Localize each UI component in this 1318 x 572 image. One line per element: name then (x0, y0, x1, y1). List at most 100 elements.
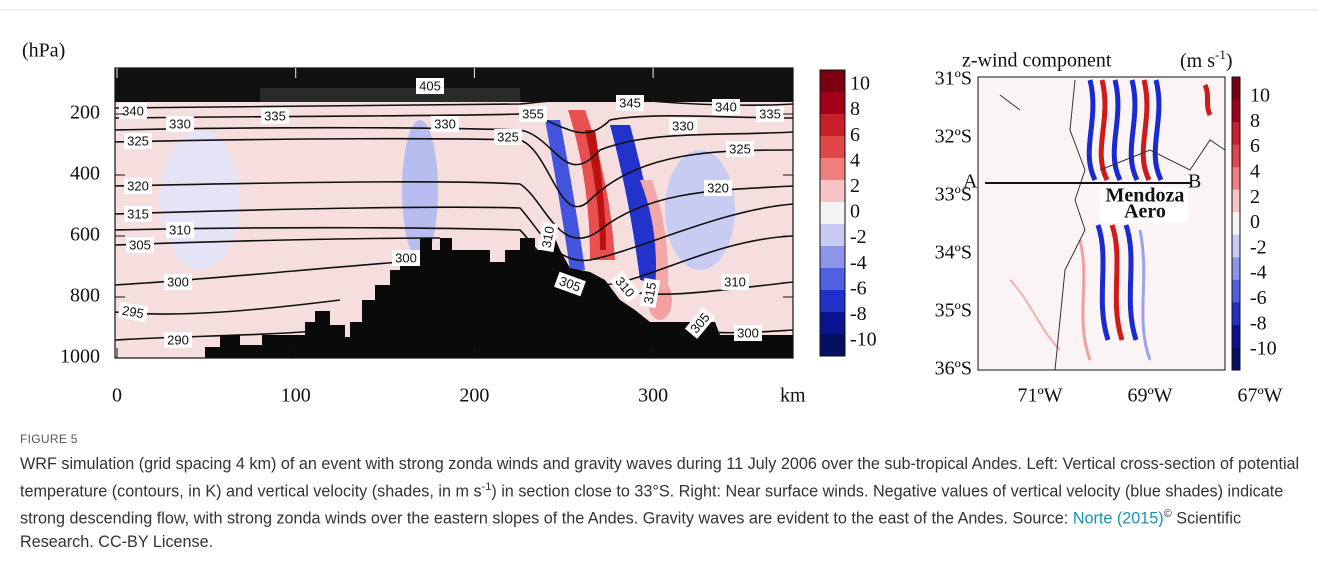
colorbar-segment (1232, 77, 1240, 101)
wind-stripes (1009, 79, 1213, 361)
contour-label-bg (616, 95, 644, 111)
contour-label: 345 (616, 95, 644, 111)
caption-label: FIGURE 5 (20, 432, 78, 446)
contour-label-bg (261, 108, 289, 124)
contours (114, 97, 794, 341)
contour-label: 315 (639, 277, 661, 309)
colorbar-segment (820, 334, 845, 357)
units-superscript: -1 (1215, 47, 1226, 62)
colorbar-segment (820, 70, 845, 93)
contour-label-bg (126, 237, 154, 253)
lat-tick-label: 36ºS (935, 358, 972, 380)
colorbar-tick-label: 4 (1250, 160, 1260, 182)
contour-label: 405 (416, 78, 444, 94)
colorbar-segment (820, 312, 845, 335)
caption-text: WRF simulation (grid spacing 4 km) of an… (20, 453, 1310, 554)
contour-label-bg (639, 277, 661, 309)
colorbar-tick-label: 6 (850, 124, 860, 146)
contour-label-text: 330 (169, 116, 191, 131)
contour-label: 310 (721, 274, 749, 290)
contour-label-bg (119, 103, 147, 119)
colorbar: 10 8 6 4 2 0 -2 -4 -6 -8 -10 (1231, 76, 1277, 371)
caption-superscript: -1 (481, 481, 492, 493)
colorbar-segment (820, 114, 845, 137)
colorbar-segment (1232, 167, 1240, 191)
copyright: © (1163, 508, 1172, 521)
colorbar-tick-label: -8 (850, 303, 867, 325)
colorbar-segment (820, 92, 845, 115)
contour-label: 320 (124, 178, 152, 194)
colorbar-tick-label: -10 (850, 329, 877, 351)
x-tick-label: 100 (281, 385, 311, 407)
x-tick-label: 0 (112, 385, 122, 407)
shade (585, 130, 606, 250)
contour-label: 310 (537, 221, 559, 253)
contour-label-bg (669, 118, 697, 134)
contour-label-bg (117, 301, 149, 323)
colorbar-tick-label: -8 (1250, 312, 1267, 334)
contour-label-text: 310 (539, 225, 558, 249)
contour-label: 290 (164, 332, 192, 348)
map: A B Mendoza Aero z-wind component (m s-1… (962, 47, 1233, 371)
contour-label-text: 340 (715, 99, 737, 114)
contour-label: 325 (726, 141, 754, 157)
contour-label-text: 325 (729, 141, 751, 156)
border (999, 94, 1226, 171)
colorbar-tick-label: -2 (1250, 236, 1267, 258)
contour-label-bg (166, 116, 194, 132)
contour-label: 300 (164, 274, 192, 290)
colorbar-tick-label: 8 (1250, 110, 1260, 132)
lat-tick-label: 31ºS (935, 68, 972, 90)
station-box (1100, 187, 1188, 223)
contour-label: 300 (734, 325, 762, 341)
contour-label-bg (124, 178, 152, 194)
colorbar-segment (820, 180, 845, 203)
colorbar-segment (820, 136, 845, 159)
colorbar-segment (820, 290, 845, 313)
contour-label: 330 (166, 116, 194, 132)
contour-label-bg (431, 116, 459, 132)
lat-tick-label: 35ºS (935, 300, 972, 322)
contour-label: 320 (704, 180, 732, 196)
colorbar-segment (1232, 99, 1240, 123)
contour-label-text: 305 (557, 273, 583, 295)
contour-label-text: 310 (724, 274, 746, 289)
y-tick-label: 600 (70, 224, 100, 246)
map-frame (977, 76, 1226, 371)
contour-label-text: 335 (264, 108, 286, 123)
x-tick-label: 300 (638, 385, 668, 407)
contour-label: 335 (756, 106, 784, 122)
contour-label-bg (721, 274, 749, 290)
contour-label-bg (684, 307, 716, 339)
contour-label-text: 345 (619, 95, 641, 110)
shade (640, 180, 669, 290)
y-tick-label: 800 (70, 285, 100, 307)
lon-tick-label: 67ºW (1237, 385, 1282, 407)
shade (665, 150, 735, 270)
colorbar-segment (1232, 324, 1240, 348)
contour-label: 340 (712, 99, 740, 115)
colorbar-tick-label: -6 (1250, 287, 1267, 309)
contour-label: 335 (261, 108, 289, 124)
contour-label-text: 310 (169, 222, 191, 237)
lat-tick-label: 33ºS (935, 184, 972, 206)
source-link[interactable]: Norte (2015) (1072, 509, 1164, 528)
y-axis-label: (hPa) (22, 40, 65, 62)
contour-label-bg (494, 129, 522, 145)
contour-label-bg (416, 78, 444, 94)
shade (402, 120, 438, 260)
lat-tick-label: 34ºS (935, 242, 972, 264)
contour-label-text: 300 (395, 250, 417, 265)
contour-label: 340 (119, 103, 147, 119)
contour-label-text: 295 (121, 303, 145, 322)
x-tick-label: 200 (459, 385, 489, 407)
contour-label-bg (164, 332, 192, 348)
lat-tick-label: 32ºS (935, 126, 972, 148)
contour-label-bg (164, 274, 192, 290)
border (1054, 79, 1086, 371)
colorbar-segment (1232, 144, 1240, 168)
colorbar-segment (1232, 189, 1240, 213)
contour-label-bg (726, 141, 754, 157)
contour-label-text: 320 (127, 178, 149, 193)
